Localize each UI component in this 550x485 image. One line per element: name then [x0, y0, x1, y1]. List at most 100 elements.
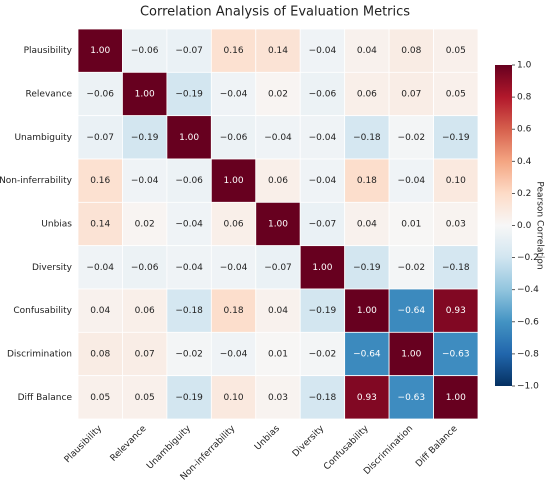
heatmap-cell [433, 331, 479, 377]
heatmap-cell [122, 158, 168, 203]
heatmap-cell [299, 375, 346, 420]
cell-label: −0.02 [398, 133, 426, 143]
cell-label: 0.16 [224, 46, 244, 56]
cell-label: −0.06 [131, 46, 159, 56]
colorbar [495, 65, 512, 386]
heatmap-cell [166, 115, 212, 160]
heatmap-cell [210, 115, 257, 160]
heatmap-cell [210, 331, 257, 377]
heatmap-cell [166, 245, 212, 290]
heatmap-cell [433, 115, 479, 160]
heatmap-cell [344, 115, 390, 160]
cell-label: 0.10 [224, 393, 244, 403]
heatmap-cell [166, 71, 212, 117]
heatmap-cell [299, 331, 346, 377]
heatmap-cell [210, 375, 257, 420]
colorbar-tick-label: −0.6 [517, 317, 539, 327]
cell-label: −0.06 [220, 133, 248, 143]
colorbar-tick-label: 0.2 [517, 189, 531, 199]
heatmap-cell [255, 71, 301, 117]
cell-label: −0.04 [220, 90, 248, 100]
cell-label: −0.04 [220, 350, 248, 360]
heatmap-cell [344, 288, 390, 333]
cell-label: 1.00 [446, 393, 466, 403]
heatmap-cell [433, 71, 479, 117]
cell-label: −0.19 [175, 393, 203, 403]
cell-label: −0.63 [442, 350, 470, 360]
cell-label: −0.06 [309, 90, 337, 100]
cell-label: 0.18 [357, 176, 377, 186]
cell-label: 0.01 [401, 220, 421, 230]
cell-label: 0.01 [268, 350, 288, 360]
colorbar-tick-label: 0.0 [517, 221, 532, 231]
cell-label: 0.03 [268, 393, 288, 403]
cell-label: 0.93 [446, 306, 466, 316]
heatmap-cell [433, 158, 479, 203]
colorbar-tick-label: 1.0 [517, 61, 532, 71]
cell-label: −0.04 [175, 263, 203, 273]
cell-label: 1.00 [179, 133, 199, 143]
cell-label: −0.04 [398, 176, 426, 186]
cell-label: 0.02 [268, 90, 288, 100]
cell-label: −0.04 [309, 176, 337, 186]
cell-label: 1.00 [268, 220, 288, 230]
cell-label: −0.07 [309, 220, 337, 230]
heatmap-cell [433, 201, 479, 247]
heatmap-cell [166, 331, 212, 377]
heatmap-cell [77, 331, 123, 377]
heatmap-cell [344, 375, 390, 420]
cell-label: −0.64 [398, 306, 426, 316]
cell-label: 1.00 [224, 176, 244, 186]
cell-label: −0.04 [131, 176, 159, 186]
cell-label: −0.18 [442, 263, 470, 273]
cell-label: −0.18 [175, 306, 203, 316]
heatmap-cell [77, 158, 123, 203]
cell-label: 0.07 [135, 350, 155, 360]
cell-label: 0.10 [446, 176, 466, 186]
x-tick-label: Diff Balance [414, 423, 460, 469]
cell-label: 0.05 [90, 393, 110, 403]
heatmap-cell [344, 71, 390, 117]
cell-label: 0.14 [268, 46, 288, 56]
heatmap-cell [210, 201, 257, 247]
cell-label: 0.06 [224, 220, 244, 230]
cell-label: 0.04 [90, 306, 110, 316]
y-tick-label: Non-inferrability [0, 176, 73, 186]
x-tick-label: Relevance [109, 424, 149, 464]
y-tick-label: Confusability [13, 306, 72, 316]
cell-label: −0.06 [86, 90, 114, 100]
cell-label: 0.05 [446, 90, 466, 100]
cell-label: −0.07 [86, 133, 114, 143]
y-tick-label: Unambiguity [14, 133, 72, 143]
cell-label: 0.16 [90, 176, 110, 186]
cell-label: −0.19 [442, 133, 470, 143]
heatmap-cell [77, 375, 123, 420]
y-tick-label: Diversity [32, 263, 73, 273]
heatmap-cell [77, 201, 123, 247]
heatmap-cell [77, 245, 123, 290]
heatmap-cell [122, 375, 168, 420]
colorbar-tick-label: −0.4 [517, 285, 539, 295]
cell-label: −0.19 [175, 90, 203, 100]
cell-label: 0.06 [135, 306, 155, 316]
cell-label: 0.03 [446, 220, 466, 230]
cell-label: 0.04 [357, 220, 377, 230]
x-tick-label: Diversity [291, 423, 327, 459]
cell-label: 0.05 [135, 393, 155, 403]
cell-label: 0.93 [357, 393, 377, 403]
cell-label: −0.04 [220, 263, 248, 273]
cell-label: −0.18 [309, 393, 337, 403]
heatmap-cell [255, 288, 301, 333]
cell-label: 0.05 [446, 46, 466, 56]
cell-label: 1.00 [135, 90, 155, 100]
cell-label: −0.04 [264, 133, 292, 143]
heatmap-cell [77, 115, 123, 160]
cell-label: 0.06 [268, 176, 288, 186]
heatmap-cell [122, 28, 168, 73]
y-tick-label: Discrimination [7, 350, 72, 360]
cell-label: −0.06 [131, 263, 159, 273]
cell-label: 0.08 [401, 46, 421, 56]
x-tick-label: Plausibility [63, 423, 105, 465]
colorbar-tick-label: −0.8 [517, 349, 539, 359]
